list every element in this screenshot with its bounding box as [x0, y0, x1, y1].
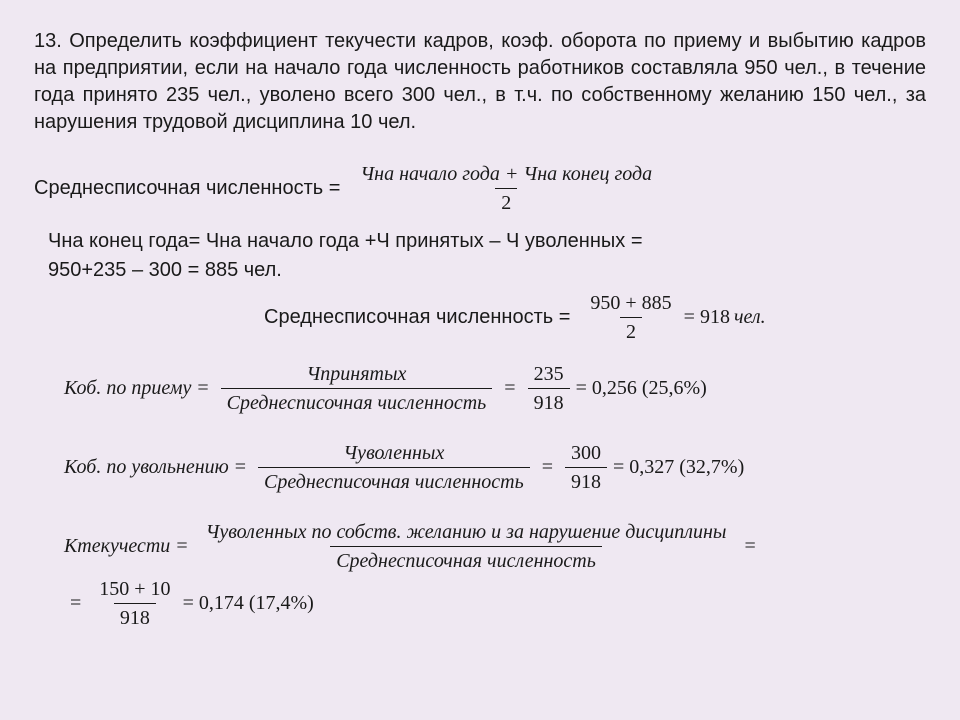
k-hire-frac1: Чпринятых Среднесписочная численность	[221, 362, 493, 415]
k-turn-result: = 0,174 (17,4%)	[183, 592, 314, 615]
equals-5: =	[176, 535, 187, 558]
k-hire-den1: Среднесписочная численность	[221, 388, 493, 415]
k-fire-num2: 300	[565, 441, 607, 467]
avg-calc-result: = 918	[684, 306, 730, 329]
avg-calc-num: 950 + 885	[584, 291, 677, 317]
k-turn-frac2: 150 + 10 918	[93, 577, 176, 630]
avg-formula-fraction: Чна начало года + Чна конец года 2	[354, 162, 658, 215]
k-fire-den2: 918	[565, 467, 607, 494]
avg-formula-label: Среднесписочная численность =	[34, 177, 340, 200]
k-fire-num1: Чуволенных	[337, 441, 450, 467]
k-hire-result: = 0,256 (25,6%)	[576, 377, 707, 400]
k-turn-row2: = 150 + 10 918 = 0,174 (17,4%)	[64, 577, 926, 630]
avg-formula-num: Чна начало года + Чна конец года	[354, 162, 658, 188]
k-fire-frac2: 300 918	[565, 441, 607, 494]
k-fire-result: = 0,327 (32,7%)	[613, 456, 744, 479]
end-calc-line2: 950+235 – 300 = 885 чел.	[48, 256, 926, 285]
k-hire-row: Коб. по приему = Чпринятых Среднесписочн…	[64, 362, 926, 415]
equals-2: =	[504, 377, 515, 400]
k-fire-row: Коб. по увольнению = Чуволенных Среднесп…	[64, 441, 926, 494]
k-turn-den1: Среднесписочная численность	[330, 546, 602, 573]
k-hire-frac2: 235 918	[528, 362, 570, 415]
k-turn-den2: 918	[114, 603, 156, 630]
avg-calc-unit: чел.	[734, 306, 766, 329]
avg-formula-den: 2	[495, 188, 517, 215]
k-fire-frac1: Чуволенных Среднесписочная численность	[258, 441, 530, 494]
equals-1: =	[197, 377, 208, 400]
equals-6: =	[744, 535, 755, 558]
equals-4: =	[542, 456, 553, 479]
end-calc-line1: Чна конец года= Чна начало года +Ч приня…	[48, 227, 926, 256]
equals-7: =	[70, 592, 81, 615]
k-fire-label: Коб. по увольнению	[64, 456, 229, 479]
avg-calc-row: Среднесписочная численность = 950 + 885 …	[264, 291, 926, 344]
k-turn-num1: Чуволенных по собств. желанию и за наруш…	[200, 520, 733, 546]
equals-3: =	[235, 456, 246, 479]
k-turn-row1: Ктекучести = Чуволенных по собств. желан…	[64, 520, 926, 573]
avg-calc-den: 2	[620, 317, 642, 344]
k-turn-label: Ктекучести	[64, 535, 170, 558]
k-hire-num1: Чпринятых	[301, 362, 413, 388]
avg-calc-label: Среднесписочная численность =	[264, 306, 570, 329]
k-hire-den2: 918	[528, 388, 570, 415]
k-fire-den1: Среднесписочная численность	[258, 467, 530, 494]
problem-statement: 13. Определить коэффициент текучести кад…	[34, 28, 926, 136]
k-turn-num2: 150 + 10	[93, 577, 176, 603]
k-hire-num2: 235	[528, 362, 570, 388]
k-turn-frac1: Чуволенных по собств. желанию и за наруш…	[200, 520, 733, 573]
avg-formula-row: Среднесписочная численность = Чна начало…	[34, 162, 926, 215]
k-hire-label: Коб. по приему	[64, 377, 191, 400]
avg-calc-fraction: 950 + 885 2	[584, 291, 677, 344]
